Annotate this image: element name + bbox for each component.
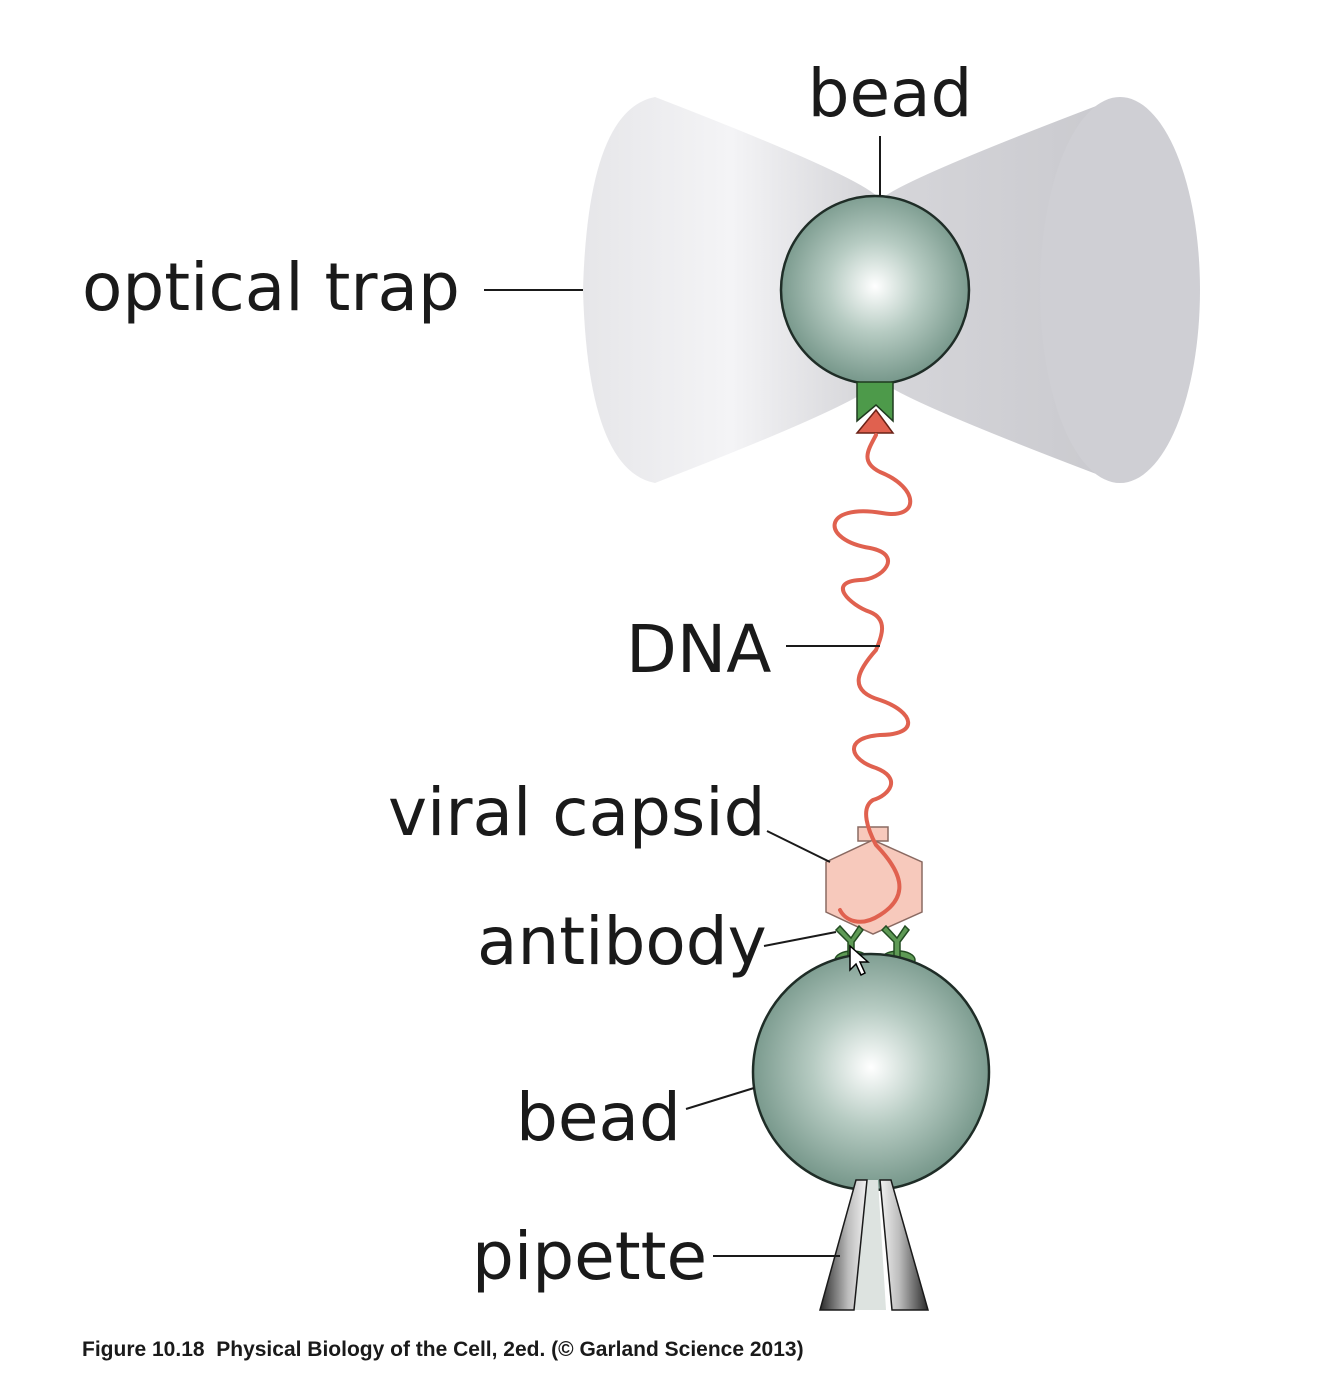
label-antibody: antibody — [477, 903, 767, 980]
leader-bead-bottom — [685, 1087, 755, 1110]
figure-caption: Figure 10.18 Physical Biology of the Cel… — [82, 1338, 804, 1362]
optical-trap — [583, 97, 1200, 483]
bead-top — [779, 194, 971, 386]
label-pipette: pipette — [472, 1218, 707, 1295]
dna-strand — [832, 433, 913, 924]
label-viral-capsid: viral capsid — [388, 774, 766, 851]
label-bead-top: bead — [808, 55, 973, 132]
caption-text: Physical Biology of the Cell, 2ed. (© Ga… — [216, 1338, 804, 1361]
label-dna: DNA — [626, 611, 771, 688]
bead-linker — [856, 381, 894, 423]
pipette — [819, 1179, 929, 1311]
mouse-cursor-icon — [849, 944, 870, 977]
label-optical-trap: optical trap — [82, 249, 460, 326]
bead-bottom — [751, 952, 991, 1192]
leader-antibody — [763, 931, 837, 947]
leader-viral-capsid — [766, 830, 831, 863]
label-bead-bottom: bead — [516, 1079, 681, 1156]
dna-tag — [855, 408, 895, 434]
caption-figure-number: Figure 10.18 — [82, 1338, 205, 1361]
